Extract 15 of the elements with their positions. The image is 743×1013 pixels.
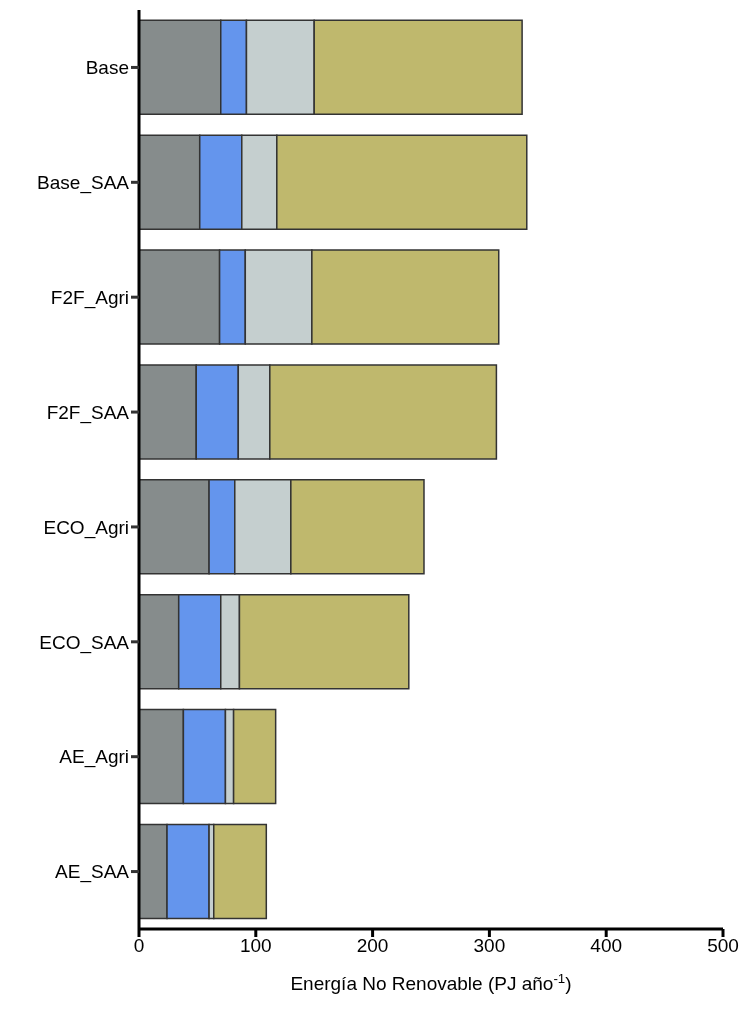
y-tick-label: F2F_SAA [46,401,130,424]
x-tick-label: 0 [133,935,145,957]
y-tick-label: ECO_Agri [43,516,129,539]
x-tick-label: 500 [707,935,739,957]
x-tick-label: 100 [239,935,272,957]
x-axis-title: Energía No Renovable (PJ año$^{-1}$) [290,970,572,994]
y-tick-label: ECO_SAA [39,631,130,654]
y-tick-label: Base [85,57,129,79]
y-tick-label: F2F_Agri [50,286,129,309]
y-tick-label: AE_SAA [55,861,130,884]
y-tick-label: AE_Agri [59,746,129,769]
x-tick-label: 200 [356,935,389,957]
x-tick-label: 400 [590,935,623,957]
y-tick-label: Base_SAA [37,172,130,195]
x-tick-label: 300 [473,935,506,957]
